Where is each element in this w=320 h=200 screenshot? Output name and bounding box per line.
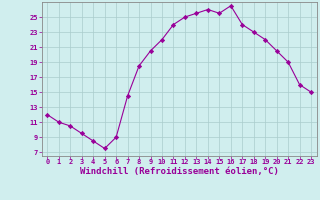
X-axis label: Windchill (Refroidissement éolien,°C): Windchill (Refroidissement éolien,°C) <box>80 167 279 176</box>
